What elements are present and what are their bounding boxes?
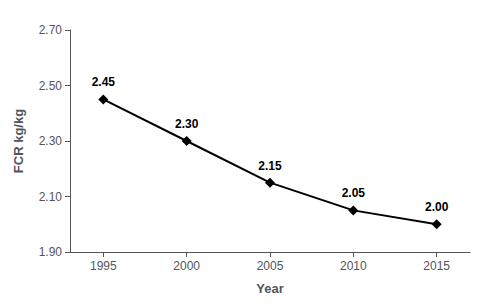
svg-text:2010: 2010 xyxy=(340,259,367,273)
svg-text:2015: 2015 xyxy=(423,259,450,273)
svg-text:Year: Year xyxy=(256,281,283,296)
svg-text:2.30: 2.30 xyxy=(39,134,63,148)
svg-text:2.45: 2.45 xyxy=(92,75,116,89)
svg-text:FCR kg/kg: FCR kg/kg xyxy=(11,109,26,173)
svg-text:2.70: 2.70 xyxy=(39,23,63,37)
svg-text:2.15: 2.15 xyxy=(258,159,282,173)
svg-text:1.90: 1.90 xyxy=(39,245,63,259)
svg-text:2.00: 2.00 xyxy=(425,200,449,214)
svg-text:2.50: 2.50 xyxy=(39,79,63,93)
svg-text:2.10: 2.10 xyxy=(39,190,63,204)
svg-text:2005: 2005 xyxy=(257,259,284,273)
svg-text:1995: 1995 xyxy=(90,259,117,273)
svg-text:2000: 2000 xyxy=(173,259,200,273)
svg-text:2.30: 2.30 xyxy=(175,117,199,131)
svg-text:2.05: 2.05 xyxy=(342,186,366,200)
